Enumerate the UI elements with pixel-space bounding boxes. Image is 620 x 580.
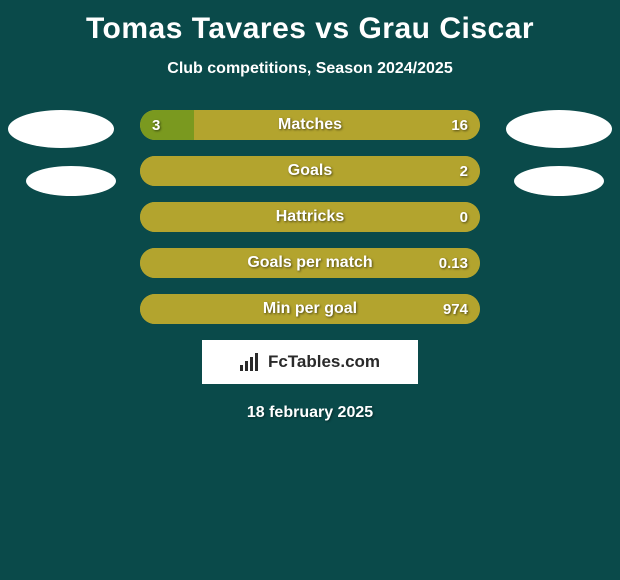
brand-text: FcTables.com [268, 352, 380, 372]
bar-value-right: 0 [460, 202, 468, 232]
bar-label: Goals per match [140, 248, 480, 278]
bar-row: Goals per match0.13 [140, 248, 480, 278]
bar-value-right: 974 [443, 294, 468, 324]
player-left-avatar-1 [8, 110, 114, 148]
bars-container: Matches3 16 Goals2 Hattricks0 Goals per matc… [140, 110, 480, 324]
page-title: Tomas Tavares vs Grau Ciscar [0, 0, 620, 46]
comparison-chart: Matches3 16 Goals2 Hattricks0 Goals per matc… [0, 110, 620, 324]
bar-value-right: 16 [451, 110, 468, 140]
bar-row: Hattricks0 [140, 202, 480, 232]
player-right-avatar-2 [514, 166, 604, 196]
bar-label: Matches [140, 110, 480, 140]
bar-row: Goals2 [140, 156, 480, 186]
player-left-avatar-2 [26, 166, 116, 196]
subtitle: Club competitions, Season 2024/2025 [0, 60, 620, 78]
bar-label: Goals [140, 156, 480, 186]
bar-value-left: 3 [152, 110, 160, 140]
bar-label: Min per goal [140, 294, 480, 324]
date-label: 18 february 2025 [0, 404, 620, 422]
bar-label: Hattricks [140, 202, 480, 232]
brand-chart-icon [240, 353, 262, 371]
bar-row: Min per goal974 [140, 294, 480, 324]
brand-badge: FcTables.com [202, 340, 418, 384]
bar-value-right: 2 [460, 156, 468, 186]
bar-value-right: 0.13 [439, 248, 468, 278]
player-right-avatar-1 [506, 110, 612, 148]
bar-row: Matches3 16 [140, 110, 480, 140]
